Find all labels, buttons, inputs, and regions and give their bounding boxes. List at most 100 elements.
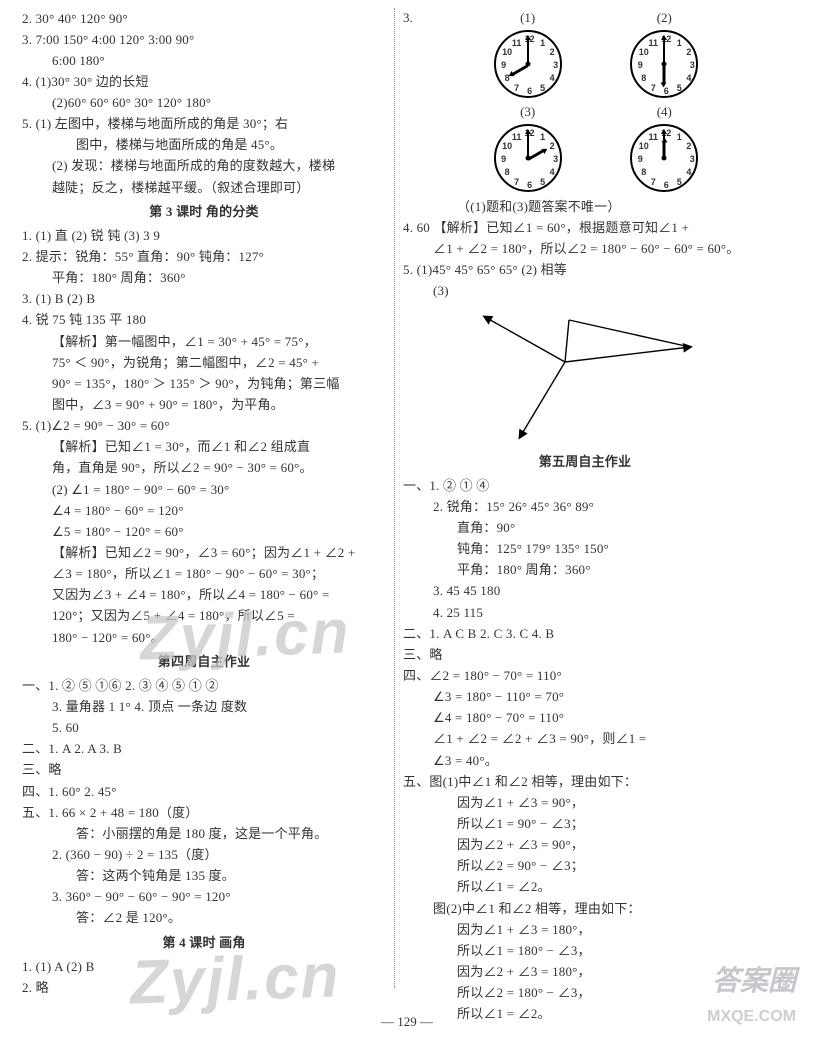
text-line: 5. (1)45° 45° 65° 65° (2) 相等 [403, 260, 767, 281]
right-column: 3. (1) 123456789101112 (2) 1234567891011… [395, 8, 767, 986]
text-line: 四、1. 60° 2. 45° [22, 781, 386, 802]
text-line: 5. (1) 左图中，楼梯与地面所成的角是 30°；右 [22, 114, 386, 135]
text-line: 75° ＜ 90°，为锐角；第二幅图中，∠2 = 45° + [22, 352, 386, 373]
text-line: 直角：90° [403, 518, 767, 539]
text-line: ∠4 = 180° − 70° = 110° [403, 708, 767, 729]
text-line: 3. 360° − 90° − 60° − 90° = 120° [22, 887, 386, 908]
text-line: 又因为∠3 + ∠4 = 180°，所以∠4 = 180° − 60° = [22, 585, 386, 606]
text-line: 答：∠2 是 120°。 [22, 908, 386, 929]
text-line: 因为∠1 + ∠3 = 180°， [403, 919, 767, 940]
clock-label: (4) [630, 102, 698, 122]
text-line: 一、1. ② ① ④ [403, 475, 767, 496]
text-line: 120°；又因为∠5 + ∠4 = 180°，所以∠5 = [22, 606, 386, 627]
clock-label: (2) [630, 8, 698, 28]
text-line: 【解析】已知∠1 = 30°，而∠1 和∠2 组成直 [22, 437, 386, 458]
text-line: 所以∠2 = 180° − ∠3， [403, 983, 767, 1004]
text-line: 因为∠2 + ∠3 = 90°， [403, 835, 767, 856]
text-line: 所以∠1 = 180° − ∠3， [403, 940, 767, 961]
text-line: 越陡；反之，楼梯越平缓。（叙述合理即可） [22, 177, 386, 198]
clock-face-icon: 123456789101112 [494, 30, 562, 98]
angle-figure-icon [455, 302, 715, 442]
section-title: 第五周自主作业 [403, 451, 767, 472]
text-line: 因为∠1 + ∠3 = 90°， [403, 792, 767, 813]
text-line: ∠1 + ∠2 = 180°，所以∠2 = 180° − 60° − 60° =… [403, 239, 767, 260]
text-line: 4. 25 115 [403, 602, 767, 623]
text-line: 2. 提示：锐角：55° 直角：90° 钝角：127° [22, 247, 386, 268]
text-line: （(1)题和(3)题答案不唯一） [403, 196, 767, 217]
text-line: 平角：180° 周角：360° [22, 268, 386, 289]
text-line: (2) 发现：楼梯与地面所成的角的度数越大，楼梯 [22, 156, 386, 177]
clock-1: (1) 123456789101112 [494, 8, 562, 98]
text-line: 答：这两个钝角是 135 度。 [22, 866, 386, 887]
section-title: 第 3 课时 角的分类 [22, 201, 386, 222]
text-line: 二、1. A 2. A 3. B [22, 739, 386, 760]
text-line: 答：小丽摆的角是 180 度，这是一个平角。 [22, 823, 386, 844]
clock-2: (2) 123456789101112 [630, 8, 698, 98]
text-line: 4. 锐 75 钝 135 平 180 [22, 310, 386, 331]
text-line: 【解析】第一幅图中，∠1 = 30° + 45° = 75°， [22, 331, 386, 352]
text-line: ∠4 = 180° − 60° = 120° [22, 500, 386, 521]
clock-label: (1) [494, 8, 562, 28]
text-line: 角，直角是 90°，所以∠2 = 90° − 30° = 60°。 [22, 458, 386, 479]
text-line: 5. 60 [22, 718, 386, 739]
text-line: 钝角：125° 179° 135° 150° [403, 539, 767, 560]
text-line: 4. 60 【解析】已知∠1 = 60°，根据题意可知∠1 + [403, 217, 767, 238]
item-number: 3. [403, 8, 425, 196]
text-line: 五、图(1)中∠1 和∠2 相等，理由如下： [403, 771, 767, 792]
text-line: 1. (1) 直 (2) 锐 钝 (3) 3 9 [22, 225, 386, 246]
text-line: 三、略 [22, 760, 386, 781]
text-line: (2)60° 60° 60° 30° 120° 180° [22, 93, 386, 114]
text-line: 2. (360 − 90) ÷ 2 = 135（度） [22, 844, 386, 865]
text-line: 5. (1)∠2 = 90° − 30° = 60° [22, 416, 386, 437]
text-line: 3. 45 45 180 [403, 581, 767, 602]
page-number: 129 [0, 1012, 814, 1032]
text-line: 所以∠1 = 90° − ∠3； [403, 814, 767, 835]
clock-face-icon: 123456789101112 [630, 124, 698, 192]
text-line: 3. 量角器 1 1° 4. 顶点 一条边 度数 [22, 697, 386, 718]
clock-label: (3) [494, 102, 562, 122]
text-line: (3) [403, 281, 767, 302]
clocks-block: 3. (1) 123456789101112 (2) 1234567891011… [403, 8, 767, 196]
text-line: ∠3 = 180°，所以∠1 = 180° − 90° − 60° = 30°； [22, 564, 386, 585]
text-line: 二、1. A C B 2. C 3. C 4. B [403, 623, 767, 644]
text-line: 图中，∠3 = 90° + 90° = 180°，为平角。 [22, 395, 386, 416]
text-line: (2) ∠1 = 180° − 90° − 60° = 30° [22, 479, 386, 500]
text-line: 3. (1) B (2) B [22, 289, 386, 310]
columns-container: 2. 30° 40° 120° 90° 3. 7:00 150° 4:00 12… [0, 0, 814, 994]
text-line: 1. (1) A (2) B [22, 956, 386, 977]
clock-face-icon: 123456789101112 [494, 124, 562, 192]
text-line: 6:00 180° [22, 50, 386, 71]
text-line: ∠5 = 180° − 120° = 60° [22, 521, 386, 542]
clocks-row: (3) 123456789101112 (4) 123456789101112 [425, 102, 767, 192]
text-line: 所以∠2 = 90° − ∠3； [403, 856, 767, 877]
clocks-grid: (1) 123456789101112 (2) 123456789101112 … [425, 8, 767, 196]
text-line: ∠1 + ∠2 = ∠2 + ∠3 = 90°，则∠1 = [403, 729, 767, 750]
text-line: 图中，楼梯与地面所成的角是 45°。 [22, 135, 386, 156]
text-line: 180° − 120° = 60°。 [22, 627, 386, 648]
text-line: 五、1. 66 × 2 + 48 = 180（度） [22, 802, 386, 823]
text-line: 因为∠2 + ∠3 = 180°， [403, 962, 767, 983]
text-line: 3. 7:00 150° 4:00 120° 3:00 90° [22, 29, 386, 50]
text-line: 2. 30° 40° 120° 90° [22, 8, 386, 29]
text-line: 【解析】已知∠2 = 90°，∠3 = 60°；因为∠1 + ∠2 + [22, 543, 386, 564]
section-title: 第 4 课时 画角 [22, 932, 386, 953]
angle-diagram [403, 302, 767, 448]
clock-4: (4) 123456789101112 [630, 102, 698, 192]
text-line: 4. (1)30° 30° 边的长短 [22, 71, 386, 92]
section-title: 第四周自主作业 [22, 651, 386, 672]
text-line: 90° = 135°，180° ＞ 135° ＞ 90°，为钝角；第三幅 [22, 373, 386, 394]
text-line: 一、1. ② ⑤ ①⑥ 2. ③ ④ ⑤ ① ② [22, 675, 386, 696]
left-column: 2. 30° 40° 120° 90° 3. 7:00 150° 4:00 12… [22, 8, 394, 986]
clocks-row: (1) 123456789101112 (2) 123456789101112 [425, 8, 767, 98]
text-line: 三、略 [403, 644, 767, 665]
clock-3: (3) 123456789101112 [494, 102, 562, 192]
clock-face-icon: 123456789101112 [630, 30, 698, 98]
text-line: ∠3 = 180° − 110° = 70° [403, 687, 767, 708]
text-line: 所以∠1 = ∠2。 [403, 877, 767, 898]
text-line: ∠3 = 40°。 [403, 750, 767, 771]
text-line: 2. 略 [22, 977, 386, 998]
text-line: 2. 锐角：15° 26° 45° 36° 89° [403, 496, 767, 517]
text-line: 四、∠2 = 180° − 70° = 110° [403, 666, 767, 687]
text-line: 图(2)中∠1 和∠2 相等，理由如下： [403, 898, 767, 919]
text-line: 平角：180° 周角：360° [403, 560, 767, 581]
